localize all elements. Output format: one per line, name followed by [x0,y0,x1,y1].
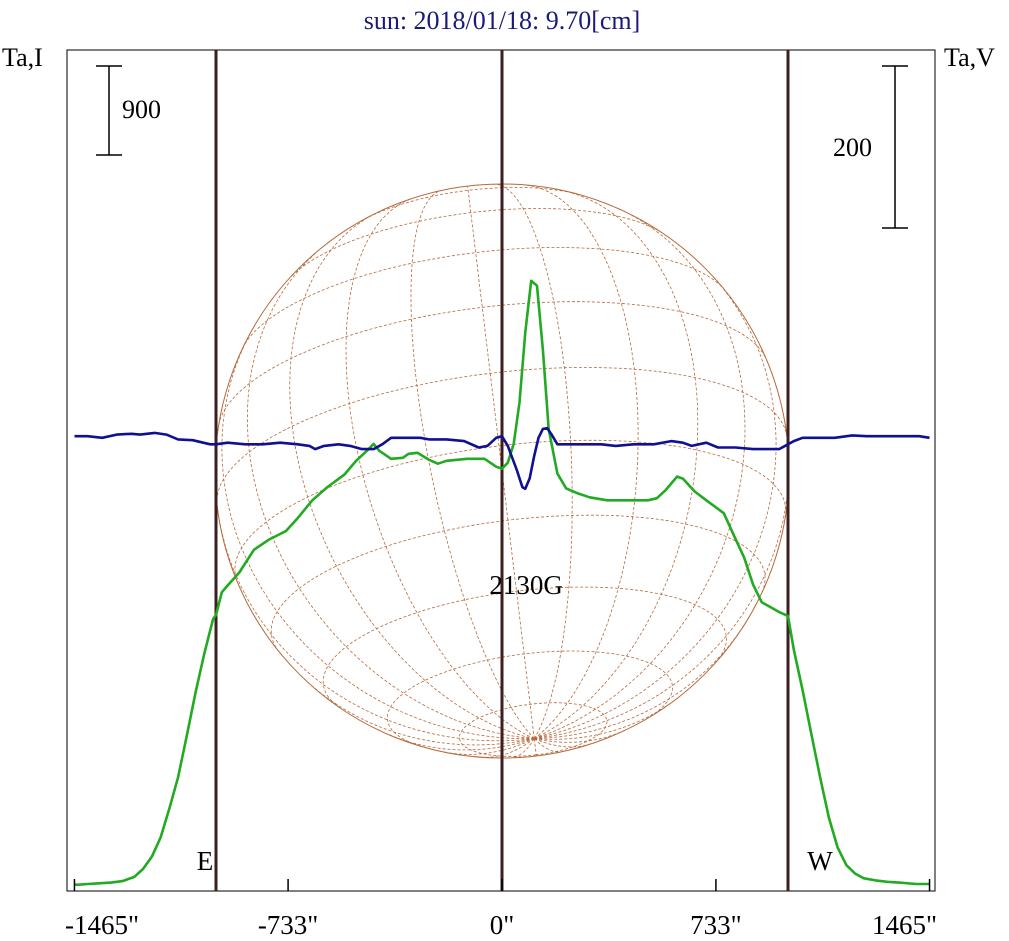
disk-grid-parallel [386,650,673,748]
right-scale-bar: 200 [833,65,908,229]
disk-grid-meridian [494,183,573,739]
right-scale-label: 200 [833,133,872,162]
left-axis-label: Ta,I [2,43,43,72]
left-scale-label: 900 [122,95,161,124]
field-annotation: 2130G [489,570,563,600]
disk-grid-meridian [247,250,535,740]
solar-disk [214,183,790,759]
disk-grid-meridian [534,213,746,740]
disk-grid-meridian [289,216,535,740]
disk-grid-parallel [234,439,787,579]
limb-label: W [807,846,833,876]
x-tick-label: 0" [490,910,515,940]
disk-grid-meridian [410,190,535,739]
x-tick-label: -1465" [65,910,139,940]
left-scale-bar: 900 [96,65,161,156]
disk-grid-meridian [534,621,747,740]
x-tick-label: 1465" [872,910,937,940]
disk-grid-meridian [534,729,627,743]
polarization-line [74,426,930,491]
disk-grid-meridian [300,675,535,746]
disk-grid-meridian [534,192,699,740]
disk-grid-meridian [534,738,560,753]
disk-grid-meridian [386,733,535,751]
disk-grid-parallel [244,247,722,345]
limb-and-center-lines [214,50,790,891]
disk-grid-meridian [221,331,535,740]
disk-grid-meridian [467,186,535,739]
chart-title: sun: 2018/01/18: 9.70[cm] [364,6,641,35]
right-axis-label: Ta,V [944,43,995,72]
disk-grid-meridian [534,436,790,740]
disk-grid-parallel [459,702,608,757]
annotations: E W 2130G [197,570,834,876]
disk-grid-meridian [526,184,639,740]
disk-grid-meridian [533,738,537,756]
disk-grid-meridian [534,698,677,740]
disk-grid-parallel [291,208,661,277]
x-tick-label: -733" [258,910,319,940]
disk-grid-meridian [534,738,587,748]
limb-label: E [197,846,214,876]
disk-grid-meridian [345,198,535,740]
disk-grid-parallel [218,301,767,425]
disk-grid-parallel [322,586,727,709]
disk-grid-parallel [364,187,577,220]
disk-grid-meridian [216,505,535,742]
disk-grid-meridian [443,738,535,755]
intensity-line [74,279,930,886]
disk-grid-meridian [534,275,777,740]
x-tick-label: 733" [690,910,742,940]
disk-grid-meridian [513,738,535,758]
x-axis-ticks: -1465" -733" 0" 733" 1465" [65,879,937,940]
disk-grid-meridian [484,738,535,758]
series-lines [74,279,930,886]
